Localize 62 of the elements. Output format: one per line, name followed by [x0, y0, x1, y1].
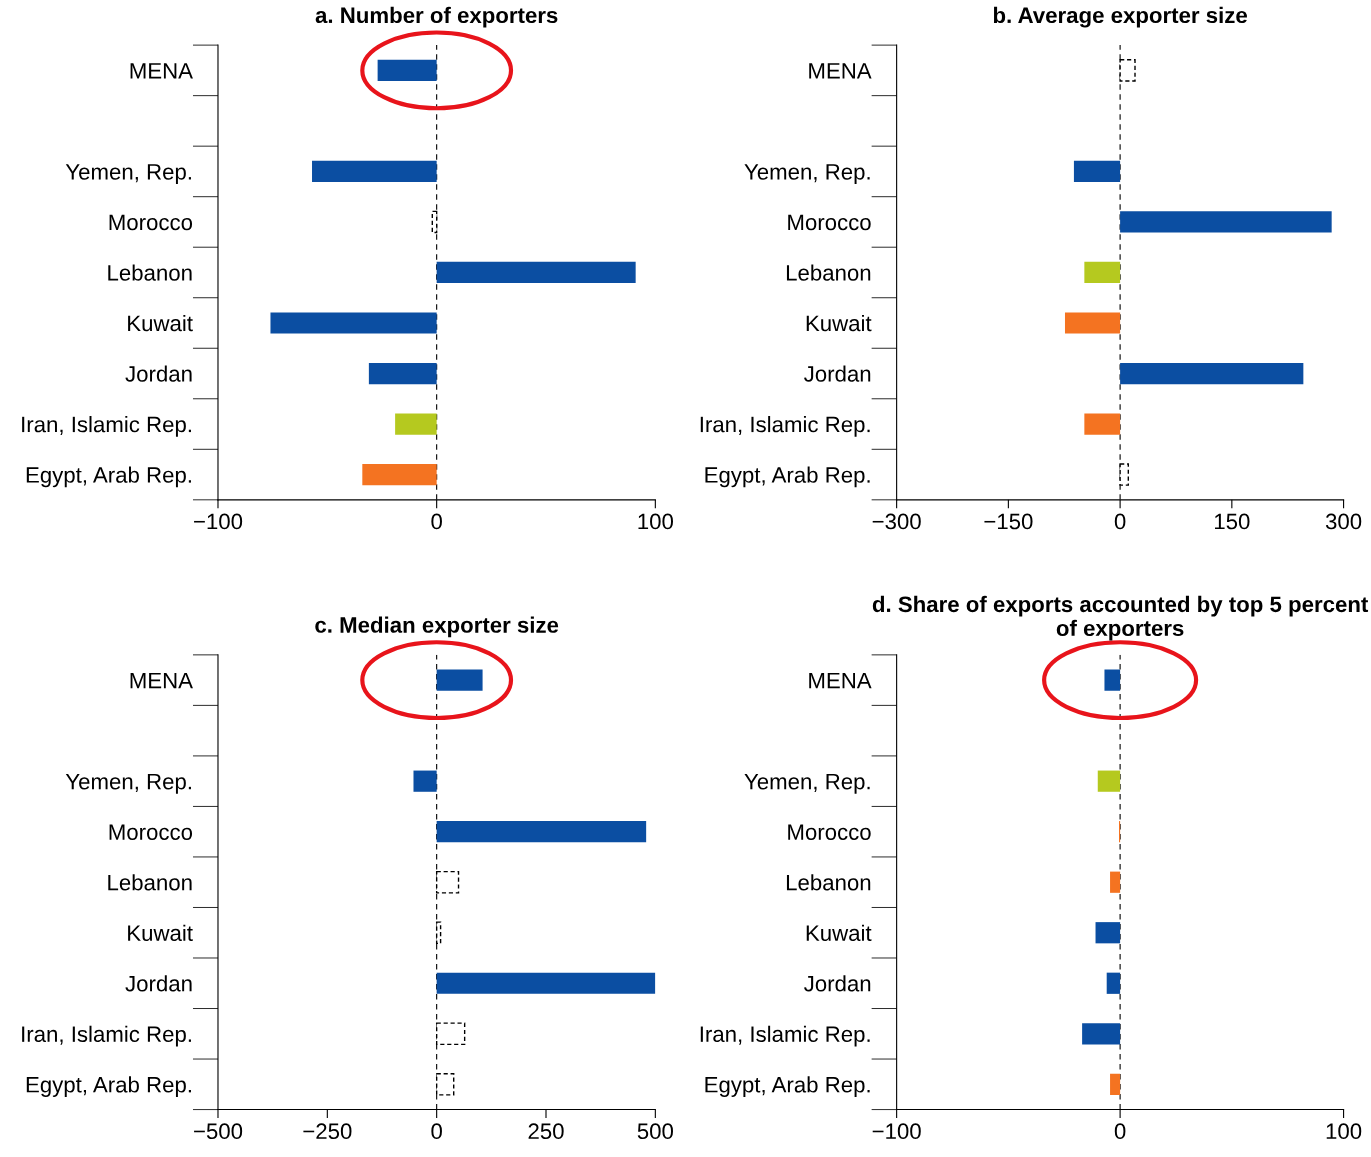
y-tick-label: Egypt, Arab Rep.: [26, 466, 191, 488]
x-tick-label: −100: [872, 1123, 921, 1140]
y-tick-label: Jordan: [125, 975, 192, 992]
x-tick-label: −250: [303, 1123, 352, 1140]
x-tick-label: 300: [1325, 513, 1362, 530]
y-tick-label: Iran, Islamic Rep.: [22, 1025, 191, 1047]
bar: [436, 972, 656, 994]
bar: [436, 821, 647, 843]
y-tick-label: Egypt, Arab Rep.: [705, 466, 870, 488]
x-tick-label: 0: [1114, 513, 1126, 530]
x-tick-label: −500: [194, 1123, 243, 1140]
y-tick-label: Kuwait: [128, 924, 193, 942]
y-tick-label: Egypt, Arab Rep.: [26, 1076, 191, 1097]
y-tick-label: MENA: [130, 63, 193, 79]
x-tick-label: 0: [1114, 1123, 1126, 1140]
x-tick-label: 100: [638, 513, 674, 530]
bar: [1084, 413, 1121, 435]
x-tick-label: 150: [1215, 513, 1250, 530]
y-tick-label: Jordan: [804, 975, 871, 992]
y-tick-label: Kuwait: [806, 314, 872, 332]
y-tick-label: Morocco: [788, 214, 871, 231]
bar: [436, 669, 483, 691]
bar: [1064, 312, 1121, 334]
y-tick-label: MENA: [130, 672, 193, 689]
y-tick-label: Lebanon: [108, 874, 192, 891]
y-tick-label: Morocco: [109, 824, 193, 840]
y-tick-label: Iran, Islamic Rep.: [700, 415, 870, 437]
x-tick-label: 0: [431, 513, 442, 530]
bar: [1120, 362, 1304, 385]
y-tick-label: Egypt, Arab Rep.: [705, 1076, 870, 1097]
y-tick-label: Kuwait: [806, 924, 872, 942]
y-tick-label: Yemen, Rep.: [744, 164, 870, 185]
x-tick-label: 0: [431, 1123, 442, 1140]
y-tick-label: Jordan: [804, 365, 871, 382]
chart-title: d. Share of exports accounted by top 5 percent of exporters: [872, 595, 1369, 641]
x-tick-label: 250: [528, 1123, 564, 1140]
y-tick-label: Lebanon: [786, 874, 871, 891]
y-tick-label: Iran, Islamic Rep.: [22, 415, 191, 437]
x-tick-label: 500: [637, 1123, 674, 1140]
y-tick-label: MENA: [809, 63, 872, 79]
y-tick-label: Lebanon: [786, 264, 871, 281]
y-tick-label: MENA: [809, 672, 872, 689]
y-tick-label: Kuwait: [128, 314, 193, 332]
bar: [1084, 261, 1121, 284]
y-tick-label: Morocco: [788, 824, 871, 840]
y-tick-label: Yemen, Rep.: [744, 773, 870, 794]
y-tick-label: Yemen, Rep.: [65, 773, 191, 794]
x-tick-label: −300: [872, 513, 921, 530]
bar: [1073, 160, 1121, 183]
bar: [1120, 211, 1332, 233]
chart-title: b. Average exporter size: [993, 6, 1247, 28]
x-tick-label: −150: [984, 513, 1033, 530]
y-tick-label: Jordan: [125, 365, 192, 382]
chart-title: c. Median exporter size: [315, 616, 559, 638]
y-tick-label: Iran, Islamic Rep.: [700, 1025, 870, 1047]
chart-title: a. Number of exporters: [315, 6, 558, 28]
bar: [413, 770, 437, 792]
y-tick-label: Lebanon: [108, 264, 192, 281]
y-tick-label: Morocco: [109, 214, 193, 231]
x-tick-label: −100: [194, 513, 243, 530]
y-tick-label: Yemen, Rep.: [65, 164, 191, 185]
x-tick-label: 100: [1326, 1123, 1362, 1140]
